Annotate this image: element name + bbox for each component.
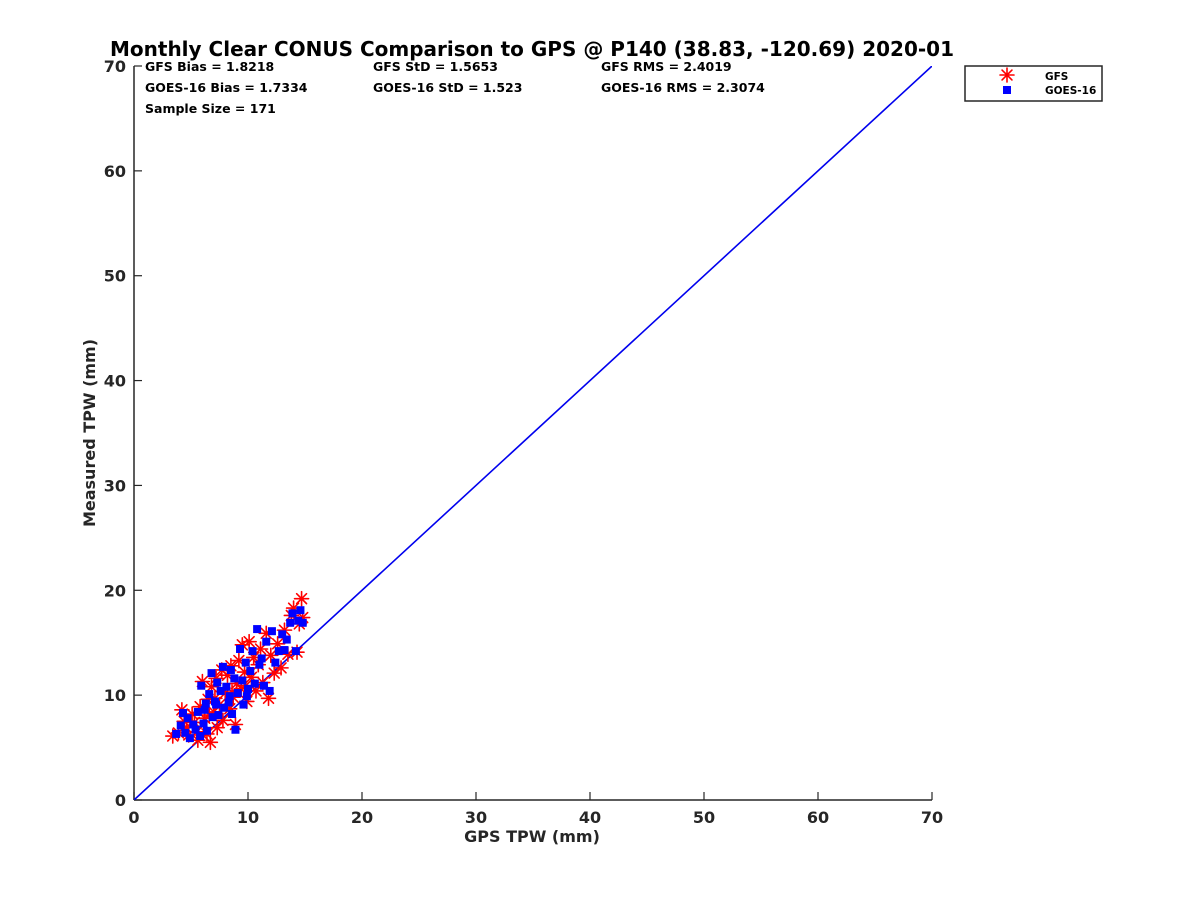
goes16-point xyxy=(234,689,242,697)
y-tick-label: 0 xyxy=(115,791,126,810)
one-to-one-reference-line xyxy=(134,66,932,800)
goes16-point xyxy=(222,683,230,691)
x-tick-label: 40 xyxy=(579,808,601,827)
goes16-point xyxy=(238,676,246,684)
legend-goes16-label: GOES-16 xyxy=(1045,85,1096,97)
goes16-point xyxy=(226,692,234,700)
x-tick-label: 10 xyxy=(237,808,259,827)
gfs-rms-text: GFS RMS = 2.4019 xyxy=(601,59,732,74)
scatter-chart: Monthly Clear CONUS Comparison to GPS @ … xyxy=(0,0,1200,900)
goes16-point xyxy=(177,722,185,730)
y-axis-label: Measured TPW (mm) xyxy=(80,339,99,527)
goes16-point xyxy=(213,679,221,687)
goes16-point xyxy=(230,674,238,682)
legend-gfs-marker xyxy=(1000,68,1014,82)
goes16-point xyxy=(253,625,261,633)
goes16-point xyxy=(228,710,236,718)
y-tick-label: 20 xyxy=(104,581,126,600)
goes16-point xyxy=(208,669,216,677)
gfs-bias-text: GFS Bias = 1.8218 xyxy=(145,59,274,74)
goes16-series xyxy=(172,606,307,742)
y-tick-label: 10 xyxy=(104,686,126,705)
goes16-point xyxy=(197,682,205,690)
goes16-point xyxy=(249,647,257,655)
gfs-point xyxy=(203,735,217,749)
goes16-point xyxy=(214,711,222,719)
x-tick-label: 30 xyxy=(465,808,487,827)
x-tick-label: 70 xyxy=(921,808,943,827)
goes16-point xyxy=(172,730,180,738)
goes16-point xyxy=(292,647,300,655)
goes16-point xyxy=(283,636,291,644)
goes16-point xyxy=(244,685,252,693)
x-tick-label: 0 xyxy=(128,808,139,827)
goes16-point xyxy=(236,645,244,653)
x-axis-ticks: 0 10 20 30 40 50 60 70 xyxy=(128,792,943,827)
gfs-point xyxy=(295,592,309,606)
goes16-point xyxy=(186,734,194,742)
goes16-point xyxy=(299,619,307,627)
goes16-point xyxy=(200,719,208,727)
goes16-point xyxy=(196,732,204,740)
goes16-point xyxy=(258,654,266,662)
goes-rms-text: GOES-16 RMS = 2.3074 xyxy=(601,80,765,95)
stats-annotations: GFS Bias = 1.8218 GFS StD = 1.5653 GFS R… xyxy=(145,59,765,116)
goes16-point xyxy=(251,680,259,688)
goes-bias-text: GOES-16 Bias = 1.7334 xyxy=(145,80,308,95)
goes16-point xyxy=(239,701,247,709)
legend-goes16-marker xyxy=(1003,86,1011,94)
x-tick-label: 20 xyxy=(351,808,373,827)
x-tick-label: 60 xyxy=(807,808,829,827)
chart-title: Monthly Clear CONUS Comparison to GPS @ … xyxy=(110,37,954,61)
goes16-point xyxy=(268,627,276,635)
gfs-series xyxy=(166,592,310,750)
goes16-point xyxy=(194,708,202,716)
gfs-point xyxy=(242,635,256,649)
goes16-point xyxy=(227,666,235,674)
goes16-point xyxy=(262,638,270,646)
y-tick-label: 40 xyxy=(104,372,126,391)
legend-gfs-label: GFS xyxy=(1045,71,1068,83)
y-tick-label: 50 xyxy=(104,267,126,286)
x-tick-label: 50 xyxy=(693,808,715,827)
goes16-point xyxy=(246,667,254,675)
legend-gfs-asterisk xyxy=(1000,68,1014,82)
goes16-point xyxy=(201,706,209,714)
goes16-point xyxy=(286,619,294,627)
y-tick-label: 70 xyxy=(104,57,126,76)
goes16-point xyxy=(288,609,296,617)
goes16-point xyxy=(243,692,251,700)
goes16-point xyxy=(296,606,304,614)
y-tick-label: 30 xyxy=(104,476,126,495)
y-tick-label: 60 xyxy=(104,162,126,181)
y-axis-ticks: 0 10 20 30 40 50 60 70 xyxy=(104,57,142,810)
goes16-point xyxy=(212,701,220,709)
gfs-std-text: GFS StD = 1.5653 xyxy=(373,59,498,74)
goes16-point xyxy=(205,690,213,698)
sample-size-text: Sample Size = 171 xyxy=(145,101,276,116)
goes-std-text: GOES-16 StD = 1.523 xyxy=(373,80,522,95)
goes16-point xyxy=(271,659,279,667)
goes16-point xyxy=(280,646,288,654)
x-axis-label: GPS TPW (mm) xyxy=(464,827,600,846)
goes16-point xyxy=(242,659,250,667)
goes16-point xyxy=(231,726,239,734)
goes16-point xyxy=(266,687,274,695)
goes16-point xyxy=(203,727,211,735)
legend: GFS GOES-16 xyxy=(965,66,1102,101)
goes16-point xyxy=(219,663,227,671)
